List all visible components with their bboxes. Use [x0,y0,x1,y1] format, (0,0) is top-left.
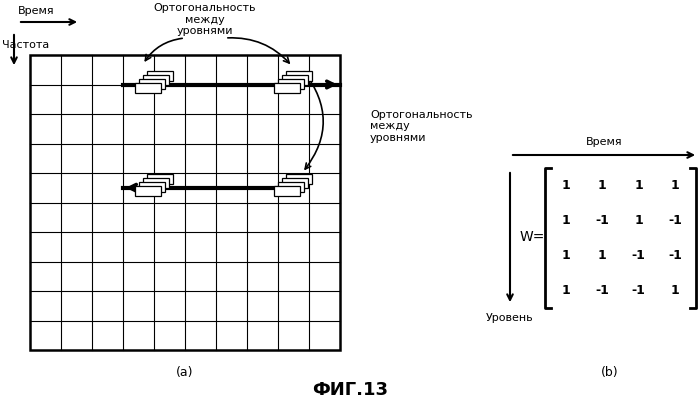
Text: -1: -1 [596,214,609,227]
Bar [135,83,161,93]
Text: 1: 1 [671,179,679,192]
Text: 1: 1 [561,249,570,262]
Text: 1: 1 [561,284,570,297]
Text: 1: 1 [598,179,607,192]
Text: -1: -1 [631,284,645,297]
Text: -1: -1 [631,249,645,262]
Bar [274,186,300,196]
Text: 1: 1 [634,179,643,192]
Bar [147,71,173,81]
Text: -1: -1 [596,284,609,297]
Bar [135,186,161,196]
Text: 1: 1 [671,284,679,297]
Bar [30,55,340,350]
Text: W=: W= [519,230,545,244]
Text: Уровень: Уровень [486,313,534,323]
Text: (a): (a) [176,366,194,379]
Bar [147,174,173,184]
Text: 1: 1 [634,214,643,227]
Text: -1: -1 [668,214,682,227]
Bar [279,182,304,192]
Bar [143,75,169,85]
Text: Время: Время [586,137,622,147]
Text: 1: 1 [598,249,607,262]
Text: Время: Время [18,6,55,16]
Text: (b): (b) [601,366,619,379]
Bar [139,182,164,192]
Text: Ортогональность
между
уровнями: Ортогональность между уровнями [154,3,256,36]
Bar [143,178,169,188]
Bar [282,75,308,85]
Bar [274,83,300,93]
Text: Ортогональность
между
уровнями: Ортогональность между уровнями [370,109,472,143]
Bar [139,79,164,89]
Text: ФИГ.13: ФИГ.13 [312,381,388,399]
Bar [286,71,312,81]
Bar [286,174,312,184]
Bar [282,178,308,188]
Text: 1: 1 [561,214,570,227]
Text: -1: -1 [668,249,682,262]
Text: 1: 1 [561,179,570,192]
Text: Частота: Частота [2,40,49,50]
Bar [279,79,304,89]
